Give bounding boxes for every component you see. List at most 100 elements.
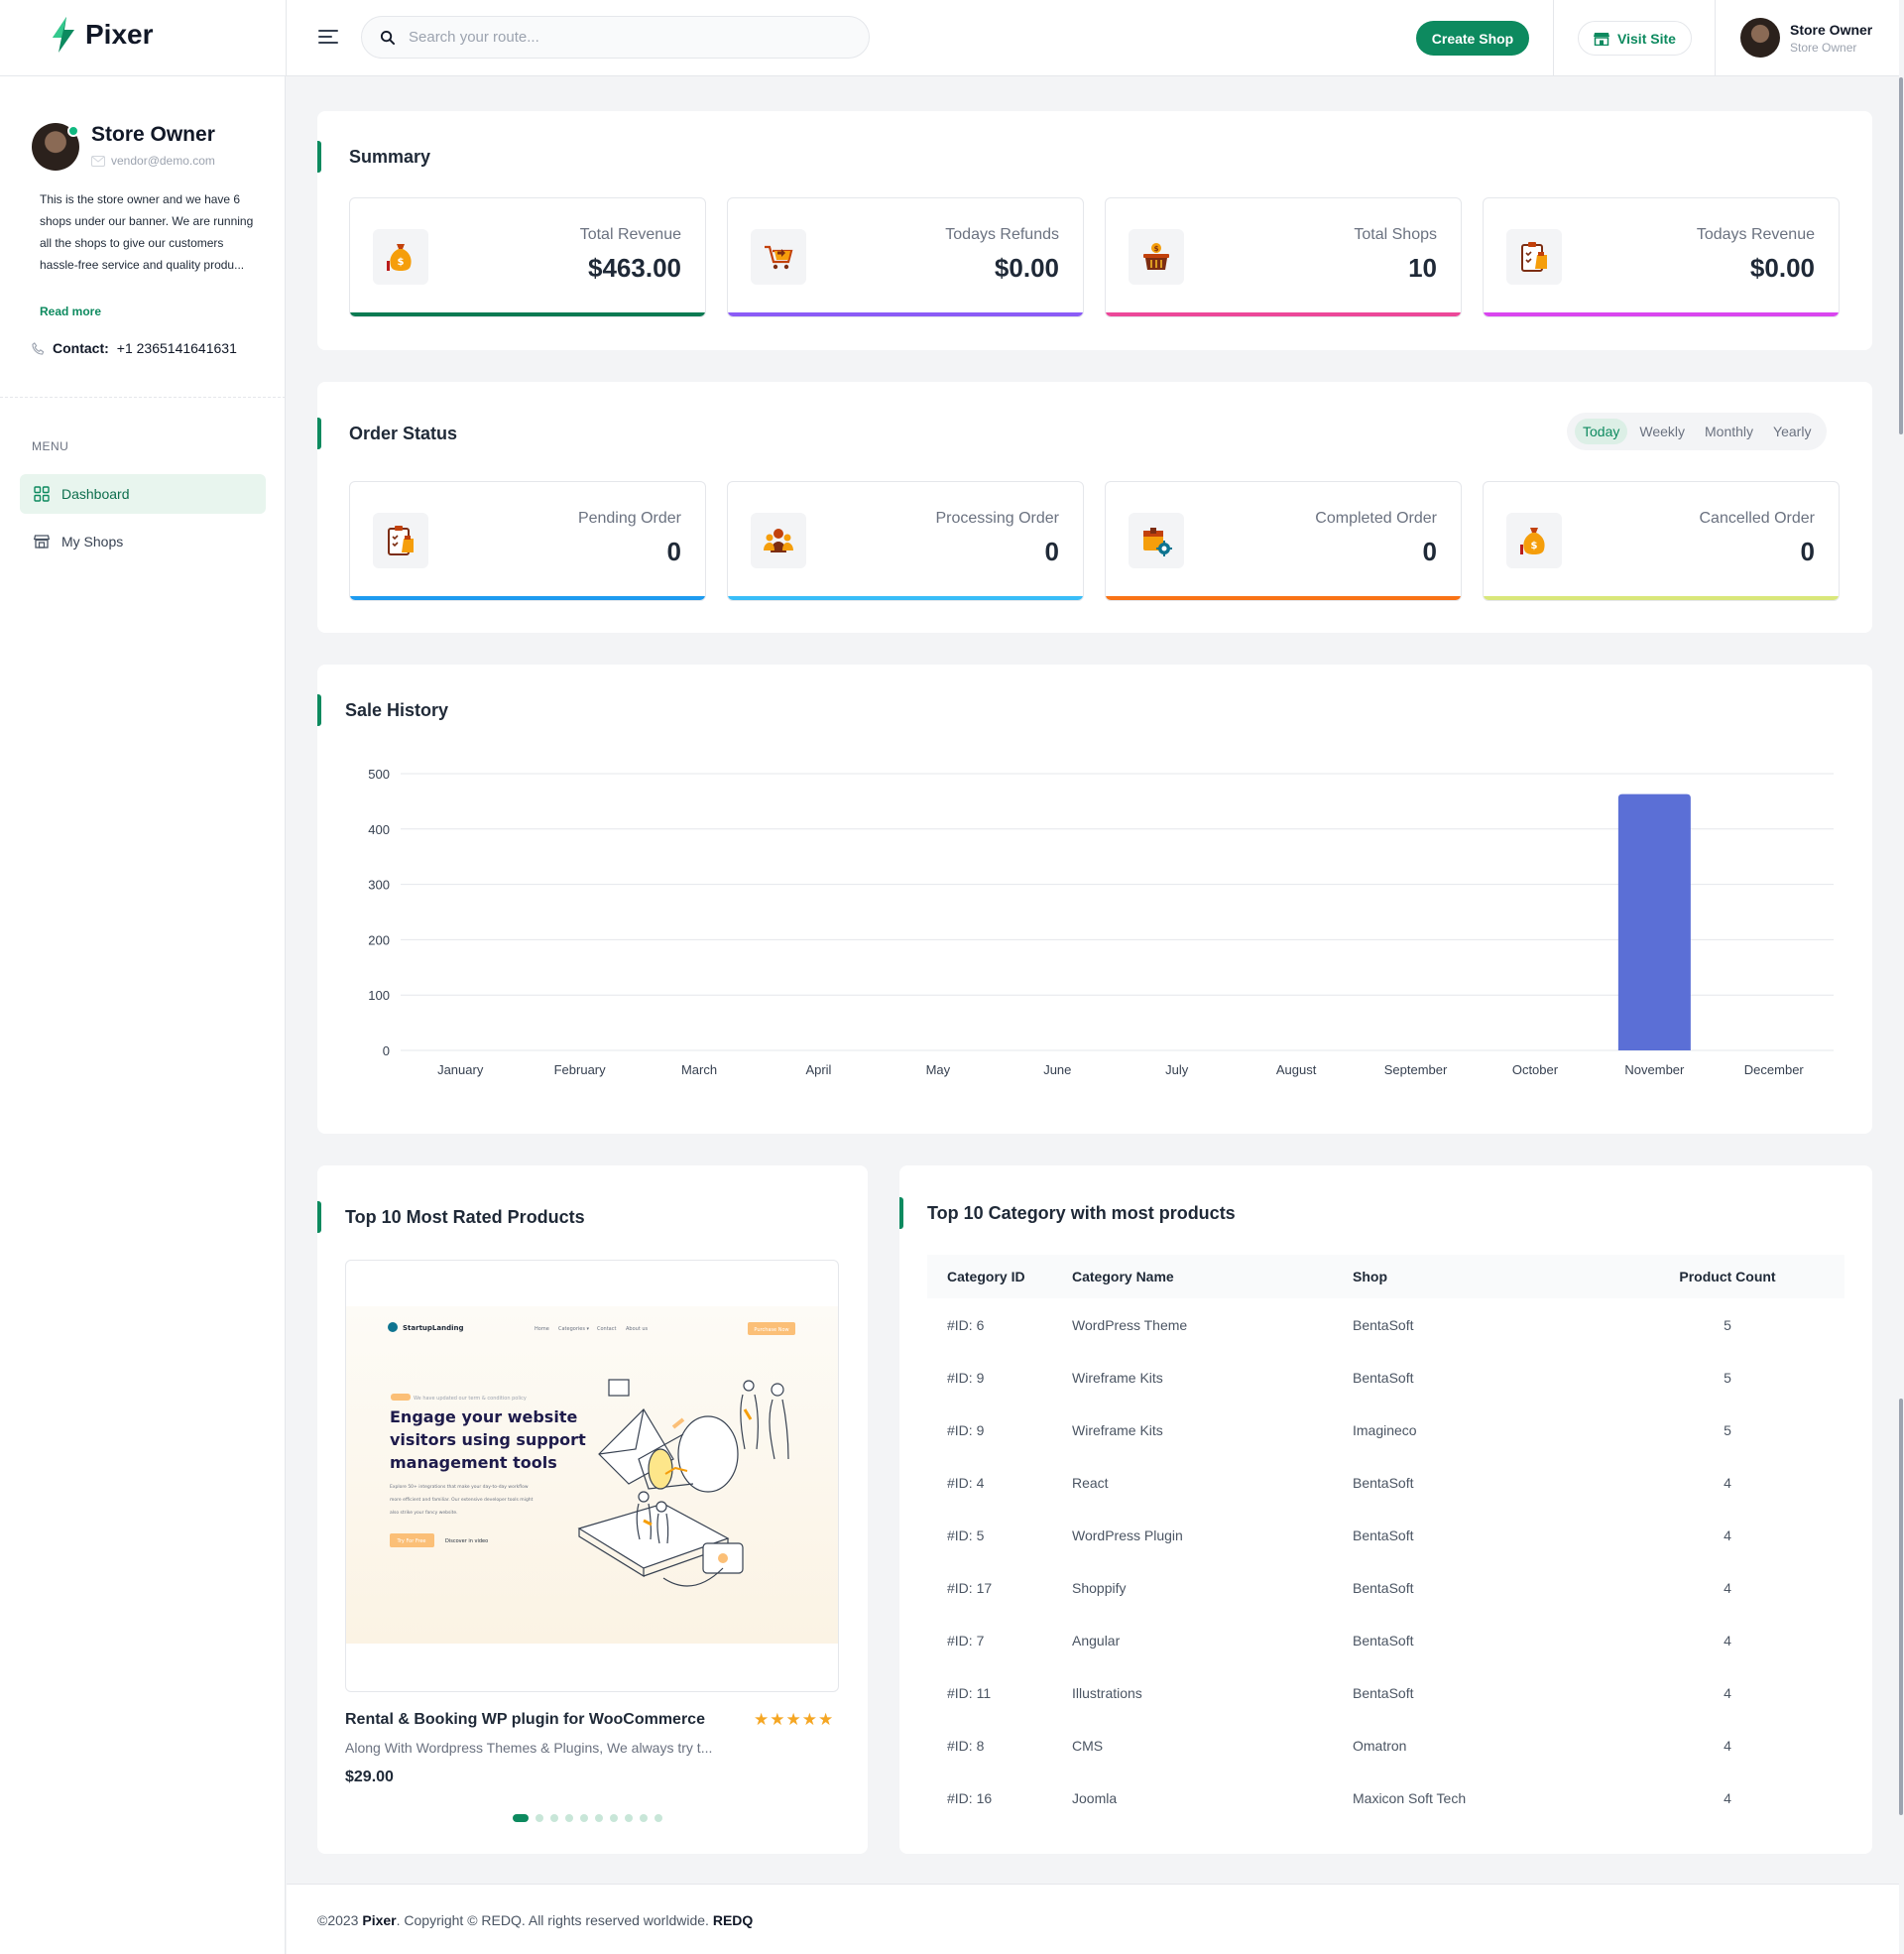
stat-icon-box: $ [373,229,428,285]
carousel-dot[interactable] [610,1814,618,1822]
cell-category-id: #ID: 6 [947,1316,985,1333]
search-bar[interactable] [361,16,870,59]
scrollbar-thumb[interactable] [1899,1399,1903,1815]
cell-category-name: Shoppify [1072,1579,1127,1596]
profile-email: vendor@demo.com [91,154,215,168]
cell-shop: BentaSoft [1353,1527,1414,1543]
cell-product-count: 4 [1724,1632,1731,1649]
tab-weekly[interactable]: Weekly [1639,424,1686,439]
cell-shop: BentaSoft [1353,1369,1414,1386]
online-status-indicator [67,125,79,137]
money-bag-cancel-icon: $ [1520,528,1545,554]
cell-shop: Omatron [1353,1737,1407,1754]
logo[interactable]: Pixer [50,17,154,53]
sidebar-item-dashboard[interactable]: Dashboard [20,474,266,514]
column-header[interactable]: Product Count [1610,1255,1844,1298]
preview-primary-button: Try For Free [397,1538,426,1544]
y-tick-label: 0 [383,1043,390,1058]
table-row: #ID: 7 Angular BentaSoft 4 [927,1614,1844,1666]
stat-completed-order: Completed Order 0 [1105,481,1462,601]
x-tick-label: January [437,1062,484,1077]
menu-heading: MENU [32,439,69,453]
category-table: Category ID Category Name Shop Product C… [927,1255,1844,1824]
carousel-dot[interactable] [640,1814,648,1822]
product-image[interactable]: StartupLanding Home Categories ▾ Contact… [345,1260,839,1692]
footer-brand[interactable]: Pixer [362,1912,397,1928]
card-accent [899,1197,903,1229]
stat-label: Todays Revenue [1696,226,1815,243]
period-tabs: Today Weekly Monthly Yearly [1567,413,1828,450]
stat-color-bar [1106,312,1461,316]
carousel-dot[interactable] [513,1814,529,1822]
carousel-dot[interactable] [550,1814,558,1822]
sidebar-item-my-shops[interactable]: My Shops [20,522,266,561]
x-tick-label: September [1384,1062,1448,1077]
x-tick-label: March [681,1062,717,1077]
stat-value: 0 [666,537,681,566]
tab-today[interactable]: Today [1575,419,1628,444]
table-row: #ID: 4 React BentaSoft 4 [927,1456,1844,1509]
cell-product-count: 4 [1724,1579,1731,1596]
carousel-dot[interactable] [565,1814,573,1822]
stat-total-shops: $ Total Shops 10 [1105,197,1462,317]
cell-shop: BentaSoft [1353,1474,1414,1491]
visit-site-button[interactable]: Visit Site [1578,21,1692,56]
create-shop-button[interactable]: Create Shop [1416,21,1529,56]
footer-text: . Copyright © REDQ. All rights reserved … [396,1912,709,1928]
column-header[interactable]: Category Name [1072,1255,1353,1298]
profile-name: Store Owner [91,123,215,146]
card-title: Summary [349,147,431,167]
y-tick-label: 200 [368,932,390,947]
cell-category-id: #ID: 16 [947,1789,993,1806]
product-preview-illustration: StartupLanding Home Categories ▾ Contact… [346,1306,838,1644]
x-tick-label: August [1276,1062,1317,1077]
cell-category-name: Illustrations [1072,1684,1142,1701]
footer-company-link[interactable]: REDQ [712,1912,754,1928]
user-menu[interactable]: Store Owner Store Owner [1740,18,1872,58]
stat-label: Total Shops [1354,226,1437,243]
product-description: Along With Wordpress Themes & Plugins, W… [345,1740,713,1756]
product-name[interactable]: Rental & Booking WP plugin for WooCommer… [345,1711,705,1728]
tab-yearly[interactable]: Yearly [1773,424,1812,439]
carousel-dot[interactable] [580,1814,588,1822]
visit-site-label: Visit Site [1617,30,1676,47]
preview-nav-item: Contact [597,1326,616,1332]
column-header[interactable]: Shop [1353,1255,1610,1298]
cell-product-count: 5 [1724,1316,1731,1333]
search-input[interactable] [409,29,805,46]
cell-category-name: Wireframe Kits [1072,1421,1163,1438]
table-row: #ID: 9 Wireframe Kits BentaSoft 5 [927,1351,1844,1404]
read-more-link[interactable]: Read more [40,305,102,318]
y-tick-label: 300 [368,878,390,893]
money-bag-icon: $ [387,244,412,271]
carousel-dot[interactable] [654,1814,662,1822]
top-categories-card: Top 10 Category with most products Categ… [899,1165,1872,1854]
header-separator [1715,0,1716,76]
shop-icon [34,535,50,549]
menu-toggle-icon[interactable] [317,26,339,48]
preview-nav-item: Categories ▾ [558,1326,590,1332]
table-header-row: Category ID Category Name Shop Product C… [927,1255,1844,1298]
cell-shop: Imagineco [1353,1421,1417,1438]
clipboard-pending-icon [388,526,414,555]
user-role: Store Owner [1790,40,1857,55]
rating-stars-icon: ★★★★★ [754,1710,835,1729]
column-header[interactable]: Category ID [927,1255,1072,1298]
tab-monthly[interactable]: Monthly [1705,424,1754,439]
scrollbar-thumb[interactable] [1899,77,1903,434]
cell-category-id: #ID: 8 [947,1737,985,1754]
scrollbar-track[interactable] [1899,0,1904,1954]
avatar [1740,18,1780,58]
preview-body: more efficient and familiar. Our extensi… [390,1497,534,1503]
sale-history-card: Sale History 0 100 200 300 400 500 January Febr… [317,665,1872,1134]
carousel-dot[interactable] [536,1814,543,1822]
cell-product-count: 4 [1724,1527,1731,1543]
stat-label: Cancelled Order [1699,510,1816,527]
carousel-dot[interactable] [595,1814,603,1822]
card-accent [317,694,321,726]
svg-text:$: $ [398,257,405,268]
sidebar-item-label: My Shops [61,534,124,550]
carousel-dot[interactable] [625,1814,633,1822]
y-tick-label: 100 [368,988,390,1003]
stat-color-bar [350,312,705,316]
